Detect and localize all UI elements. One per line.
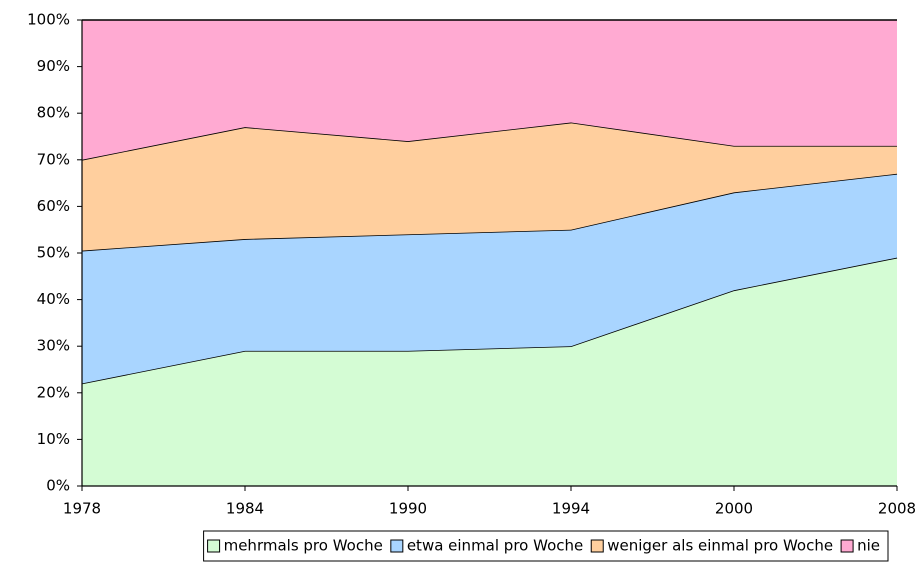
- x-tick-label: 2008: [878, 500, 916, 518]
- y-tick-label: 80%: [37, 104, 70, 122]
- area: [82, 20, 897, 160]
- area: [82, 257, 897, 486]
- y-tick-label: 60%: [37, 197, 70, 215]
- legend-label: mehrmals pro Woche: [224, 537, 383, 555]
- legend-label: etwa einmal pro Woche: [407, 537, 583, 555]
- y-tick-label: 0%: [46, 477, 70, 495]
- area: [82, 173, 897, 384]
- x-tick-label: 1978: [63, 500, 101, 518]
- y-tick-label: 40%: [37, 290, 70, 308]
- legend-swatch: [207, 539, 221, 553]
- legend-swatch: [590, 539, 604, 553]
- y-tick-label: 10%: [37, 430, 70, 448]
- legend-label: weniger als einmal pro Woche: [607, 537, 833, 555]
- y-tick-label: 100%: [27, 11, 70, 29]
- x-tick-label: 2000: [715, 500, 753, 518]
- x-tick-label: 1994: [552, 500, 590, 518]
- legend-swatch: [840, 539, 854, 553]
- legend-swatch: [390, 539, 404, 553]
- y-tick-label: 70%: [37, 150, 70, 168]
- legend-label: nie: [857, 537, 880, 555]
- x-tick-label: 1990: [389, 500, 427, 518]
- x-tick-label: 1984: [226, 500, 264, 518]
- y-tick-label: 90%: [37, 57, 70, 75]
- y-tick-label: 50%: [37, 244, 70, 262]
- y-tick-label: 20%: [37, 383, 70, 401]
- legend: [203, 530, 889, 562]
- area: [82, 122, 897, 251]
- y-tick-label: 30%: [37, 337, 70, 355]
